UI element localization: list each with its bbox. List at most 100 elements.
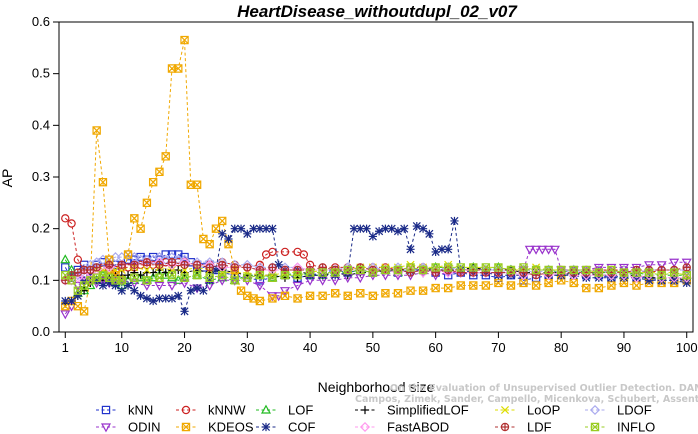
data-point-ldf [180, 260, 189, 270]
legend-entry-fastabod: FastABOD [355, 420, 449, 434]
data-point-kdeos [607, 281, 616, 290]
data-point-kdeos [268, 294, 277, 303]
data-point-ldf [205, 263, 214, 272]
credit-line-2: Campos, Zimek, Sander, Campello, Micenko… [355, 394, 698, 405]
data-point-odin [141, 281, 152, 291]
data-point-cof [305, 271, 315, 280]
data-point-odin [631, 263, 642, 273]
data-point-odin [681, 258, 692, 268]
data-point-odin [549, 245, 560, 255]
data-point-cof [230, 224, 239, 233]
data-point-kdeos [406, 286, 415, 295]
data-point-inflo [381, 265, 390, 275]
data-point-cof [111, 281, 120, 290]
legend-label: kNN [128, 403, 153, 418]
data-point-cof [375, 227, 384, 236]
data-point-cof [318, 271, 327, 280]
credit-line-1: On the Evaluation of Unsupervised Outlie… [390, 383, 698, 394]
data-point-ldf [268, 263, 277, 272]
data-point-inflo [167, 270, 177, 280]
y-axis-label: AP [0, 169, 15, 188]
data-point-odin [97, 276, 108, 286]
data-point-kdeos [506, 281, 516, 290]
data-point-cof [362, 224, 371, 233]
data-point-fastabod [104, 262, 115, 273]
data-point-odin [279, 287, 290, 297]
data-point-inflo [305, 268, 315, 277]
data-point-cof [218, 229, 227, 238]
data-point-cof [274, 260, 283, 269]
data-point-ldf [92, 263, 101, 272]
data-point-cof [255, 224, 264, 233]
data-point-inflo [469, 263, 478, 272]
legend-entry-cof: COF [256, 420, 316, 434]
x-tick-label: 100 [676, 340, 698, 355]
data-point-cof [142, 294, 151, 303]
data-point-cof [211, 265, 221, 275]
data-point-cof [199, 286, 208, 295]
legend-swatch-marker [100, 423, 112, 433]
data-point-kdeos [632, 281, 641, 290]
chart-title: HeartDisease_withoutdupl_02_v07 [237, 2, 518, 21]
x-axis-label: Neighborhood size [318, 379, 435, 395]
y-tick-label: 0.6 [32, 14, 50, 29]
data-point-inflo [205, 273, 214, 282]
data-point-kdeos [456, 281, 465, 290]
data-point-inflo [155, 273, 164, 282]
legend-label: KDEOS [208, 420, 254, 434]
data-point-ldf [167, 258, 177, 267]
data-point-knnw [61, 214, 70, 223]
x-tick-label: 1 [62, 340, 69, 355]
data-point-odin [166, 281, 178, 291]
plot-area [60, 35, 692, 320]
data-point-kdeos [92, 126, 101, 135]
data-point-cof [425, 229, 434, 238]
data-point-cof [161, 294, 170, 303]
data-point-ldf [142, 258, 152, 267]
legend-entry-odin: ODIN [96, 420, 161, 434]
data-point-kdeos [174, 64, 183, 73]
data-point-kdeos [418, 286, 428, 295]
x-tick-label: 10 [115, 340, 129, 355]
data-point-lof [135, 272, 146, 282]
data-point-fastabod [166, 259, 178, 270]
legend-swatch-marker [360, 405, 370, 415]
data-point-inflo [682, 270, 691, 280]
legend-swatch-marker [359, 421, 371, 433]
data-point-cof [400, 224, 409, 233]
legend-entry-ldf: LDF [495, 420, 552, 434]
data-point-odin [618, 263, 629, 273]
data-point-cof [582, 273, 591, 282]
x-axis: 1 10 20 30 40 50 60 70 80 90 100 [62, 332, 698, 355]
x-tick-label: 30 [240, 340, 254, 355]
legend: kNN kNNW LOF SimplifiedLOF LoOP LDOF ODIN KDEOS… [96, 403, 655, 434]
x-tick-label: 20 [177, 340, 191, 355]
data-point-ldf [155, 260, 164, 270]
data-point-kdeos [582, 283, 591, 293]
data-point-odin [531, 245, 542, 255]
legend-swatch-marker [181, 422, 191, 432]
legend-label: INFLO [617, 420, 655, 434]
data-point-cof [268, 224, 277, 233]
data-point-ldf [218, 260, 227, 270]
y-tick-label: 0.1 [32, 272, 50, 287]
y-tick-label: 0.4 [32, 117, 50, 132]
series-inflo [61, 263, 691, 295]
data-point-fastabod [656, 272, 667, 283]
data-point-kdeos [161, 152, 170, 161]
data-point-inflo [406, 263, 415, 272]
data-point-inflo [582, 265, 591, 275]
data-point-kdeos [544, 278, 553, 288]
data-point-kdeos [98, 177, 108, 187]
data-point-kdeos [293, 294, 302, 303]
legend-swatch-marker [181, 405, 191, 415]
data-point-odin [644, 261, 655, 271]
legend-entry-kdeos: KDEOS [176, 420, 254, 434]
legend-label: LDF [527, 420, 552, 434]
data-point-ldf [243, 263, 252, 272]
data-point-kdeos [305, 291, 315, 301]
x-tick-label: 60 [428, 340, 442, 355]
data-point-inflo [268, 273, 277, 282]
data-point-odin [179, 279, 190, 289]
legend-label: kNNW [208, 403, 246, 418]
